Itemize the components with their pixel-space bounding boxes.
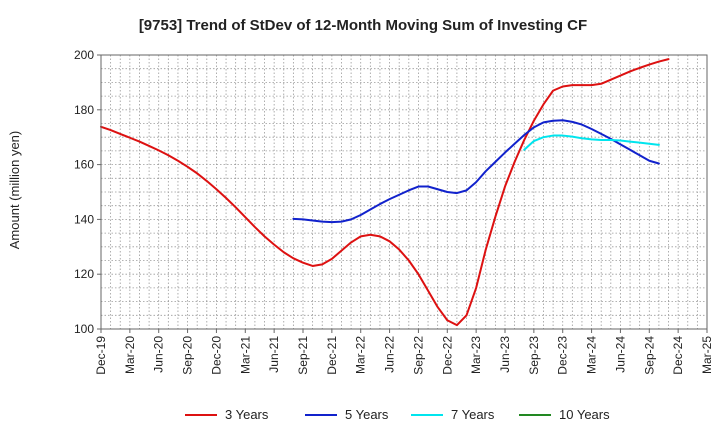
x-tick-label: Jun-23 — [498, 336, 512, 373]
x-tick-label: Jun-24 — [613, 336, 627, 373]
legend-entry: 7 Years — [451, 407, 495, 422]
x-tick-label: Sep-24 — [642, 336, 656, 375]
x-tick-label: Mar-20 — [123, 336, 137, 374]
x-tick-label: Dec-21 — [325, 336, 339, 375]
series-line-1 — [100, 58, 670, 327]
x-tick-label: Dec-24 — [671, 336, 685, 375]
chart-title: [9753] Trend of StDev of 12-Month Moving… — [139, 17, 587, 34]
x-tick-label: Mar-23 — [469, 336, 483, 374]
y-axis-label: Amount (million yen) — [7, 131, 22, 250]
series-line-3 — [523, 134, 660, 151]
x-tick-label: Dec-19 — [94, 336, 108, 375]
x-tick-label: Jun-20 — [152, 336, 166, 373]
x-tick-label: Dec-20 — [209, 336, 223, 375]
y-tick-label: 100 — [74, 322, 94, 336]
x-tick-label: Jun-21 — [267, 336, 281, 373]
y-tick-label: 180 — [74, 103, 94, 117]
y-tick-label: 120 — [74, 267, 94, 281]
series-line-2 — [292, 119, 660, 224]
legend-entry: 10 Years — [559, 407, 610, 422]
legend-entry: 5 Years — [345, 407, 389, 422]
plot-frame — [100, 54, 708, 330]
x-tick-label: Mar-22 — [354, 336, 368, 374]
legend: 3 Years 5 Years 7 Years 10 Years — [185, 407, 610, 422]
y-tick-label: 200 — [74, 48, 94, 62]
x-tick-label: Sep-23 — [527, 336, 541, 375]
y-tick-label: 160 — [74, 158, 94, 172]
series-layer — [100, 58, 670, 327]
x-tick-label: Mar-25 — [700, 336, 714, 374]
y-tick-label: 140 — [74, 212, 94, 226]
x-tick-labels: Dec-19 Mar-20 Jun-20 Sep-20 Dec-20 Mar-21 Jun-… — [94, 329, 714, 375]
x-tick-label: Sep-21 — [296, 336, 310, 375]
x-tick-label: Jun-22 — [383, 336, 397, 373]
legend-entry: 3 Years — [225, 407, 269, 422]
y-tick-labels: 100 120 140 160 180 200 — [74, 48, 101, 336]
x-tick-label: Sep-20 — [181, 336, 195, 375]
x-tick-label: Sep-22 — [411, 336, 425, 375]
x-tick-label: Dec-23 — [556, 336, 570, 375]
x-tick-label: Mar-21 — [238, 336, 252, 374]
x-tick-label: Dec-22 — [440, 336, 454, 375]
x-tick-label: Mar-24 — [585, 336, 599, 374]
